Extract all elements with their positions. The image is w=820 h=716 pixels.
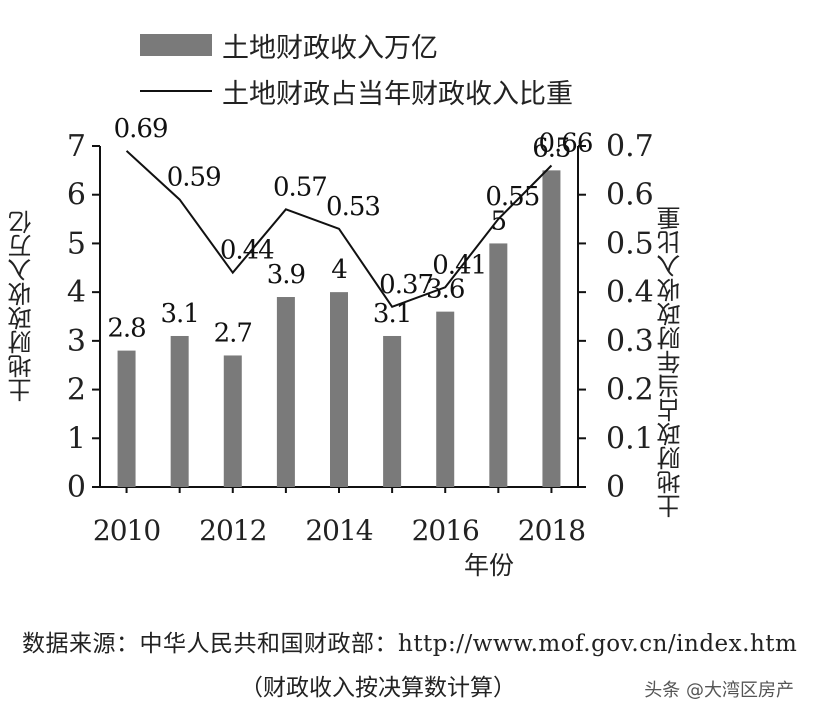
- line-data-label: 0.44: [220, 236, 274, 266]
- y-tick-label-right: 0.5: [606, 226, 654, 261]
- bar: [489, 243, 508, 487]
- y-tick-label-right: 0.1: [606, 421, 654, 456]
- bar-data-label: 3.6: [426, 275, 464, 305]
- y-tick-label-right: 0.6: [606, 178, 654, 213]
- line-data-label: 0.57: [273, 172, 327, 202]
- chart-canvas: 0 1 2 3 4 5 6 7 0 0.1 0.2 0.3 0.4 0.5 0.6 0.7 2010 2012 20…: [67, 114, 654, 547]
- bar-data-label: 2.7: [214, 318, 252, 348]
- bar-data-label: 3.1: [373, 299, 411, 329]
- bar: [383, 335, 402, 487]
- x-tick-label: 2012: [199, 514, 266, 547]
- legend-item-bar: 土地财政收入万亿: [140, 22, 700, 68]
- ratio-line: [125, 150, 553, 308]
- line-data-label: 0.53: [326, 192, 380, 222]
- y-axis-left-label: 土地财政收入万亿: [8, 210, 36, 402]
- bar-data-label: 3.1: [160, 299, 198, 329]
- x-tick-label: 2014: [305, 514, 372, 547]
- x-axis-label: 年份: [464, 551, 515, 580]
- line-data-label: 0.37: [379, 270, 433, 300]
- y-tick-label-left: 4: [67, 275, 86, 310]
- bar: [330, 292, 348, 487]
- bar: [542, 170, 561, 487]
- y-tick-label-left: 5: [67, 226, 86, 261]
- y-tick-label-left: 1: [67, 421, 86, 456]
- line-data-label: 0.66: [538, 128, 592, 158]
- y-tick-label-right: 0.3: [606, 324, 654, 359]
- bar: [170, 335, 189, 487]
- legend: 土地财政收入万亿 土地财政占当年财政收入比重: [140, 22, 700, 114]
- legend-item-line: 土地财政占当年财政收入比重: [140, 68, 700, 114]
- x-tick-label: 2010: [93, 514, 160, 547]
- bar-data-label: 6.5: [532, 133, 570, 163]
- y-tick-label-right: 0: [606, 470, 625, 505]
- bar: [223, 355, 242, 487]
- watermark: 头条 @大湾区房产: [644, 680, 794, 701]
- y-tick-label-left: 7: [67, 129, 86, 164]
- bar: [276, 297, 295, 487]
- bar-data-label: 5: [491, 206, 507, 236]
- bar: [436, 311, 455, 487]
- bar-data-label: 3.9: [267, 260, 305, 290]
- legend-swatch-bar: [140, 34, 212, 56]
- legend-swatch-line: [140, 90, 212, 92]
- x-tick-label: 2018: [518, 514, 585, 547]
- line-data-label: 0.69: [114, 114, 168, 144]
- y-tick-label-right: 0.4: [606, 275, 654, 310]
- x-tick-label: 2016: [412, 514, 479, 547]
- bar-data-label: 4: [331, 255, 347, 285]
- bar-data-label: 2.8: [107, 314, 145, 344]
- y-tick-label-left: 6: [67, 178, 86, 213]
- legend-label-line: 土地财政占当年财政收入比重: [222, 78, 573, 110]
- line-data-label: 0.55: [485, 182, 539, 212]
- source-text: 数据来源：中华人民共和国财政部：http://www.mof.gov.cn/in…: [22, 631, 798, 657]
- y-tick-label-left: 2: [67, 373, 86, 408]
- y-tick-label-left: 0: [67, 470, 86, 505]
- note-text: （财政收入按决算数计算）: [240, 675, 516, 701]
- line-data-label: 0.41: [432, 250, 486, 280]
- y-tick-label-right: 0.2: [606, 373, 654, 408]
- y-tick-label-left: 3: [67, 324, 86, 359]
- legend-label-bar: 土地财政收入万亿: [222, 32, 438, 64]
- y-tick-label-right: 0.7: [606, 129, 654, 164]
- bar: [117, 350, 136, 487]
- line-data-label: 0.59: [167, 163, 221, 193]
- y-axis-right-label: 土地财政占当年财政收入比重: [657, 206, 685, 518]
